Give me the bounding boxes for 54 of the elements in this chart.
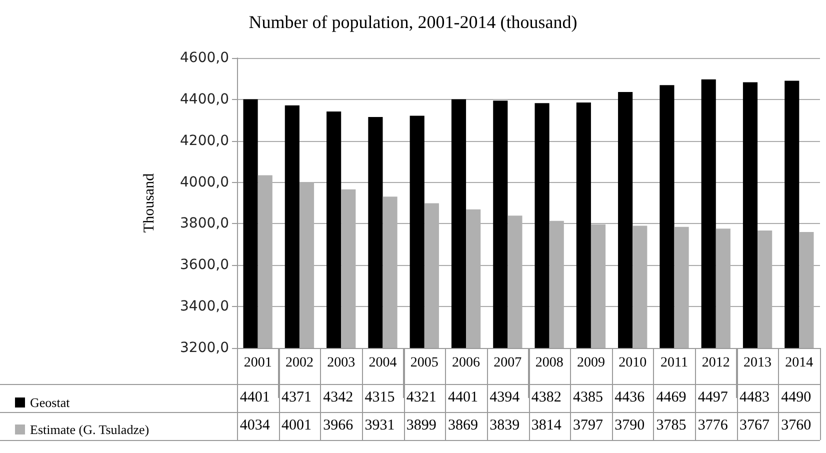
legend-label: Geostat <box>30 395 70 410</box>
data-label: 3776 <box>698 418 728 434</box>
data-label: 3767 <box>740 418 770 434</box>
data-label: 3785 <box>656 418 686 434</box>
data-label: 3797 <box>572 418 604 434</box>
data-label: 3760 <box>781 418 812 434</box>
x-tick-label: 2010 <box>618 356 647 370</box>
y-tick-label: 3200,0 <box>180 340 229 356</box>
x-tick-label: 2001 <box>244 356 272 370</box>
y-tick-label: 4400,0 <box>180 91 229 108</box>
x-tick-label: 2004 <box>368 356 397 370</box>
data-label: 4401 <box>448 390 478 406</box>
data-label: 4034 <box>240 418 270 434</box>
data-label: 4385 <box>572 390 603 406</box>
data-label: 4382 <box>531 390 562 406</box>
data-label: 4321 <box>406 390 436 406</box>
x-tick-label: 2008 <box>535 356 564 370</box>
x-tick-label: 2012 <box>702 356 730 370</box>
data-label: 4469 <box>656 390 686 406</box>
data-label: 4436 <box>614 390 646 406</box>
y-tick-label: 4200,0 <box>180 132 229 149</box>
y-tick-label: 3800,0 <box>180 216 229 232</box>
chart-title: Number of population, 2001-2014 (thousand) <box>248 12 578 32</box>
y-tick-label: 3600,0 <box>180 257 229 274</box>
data-label: 4394 <box>490 390 520 406</box>
data-label: 4497 <box>698 390 728 406</box>
x-tick-label: 2013 <box>744 356 772 370</box>
x-tick-label: 2006 <box>452 356 480 370</box>
x-tick-label: 2007 <box>494 356 522 370</box>
data-label: 3814 <box>531 418 562 434</box>
x-tick-label: 2011 <box>660 356 688 370</box>
x-tick-label: 2005 <box>410 356 438 370</box>
y-tick-label: 4600,0 <box>180 50 229 66</box>
data-label: 4342 <box>323 390 354 406</box>
y-tick-label: 3400,0 <box>180 298 229 315</box>
y-tick-label: 4000,0 <box>180 174 229 190</box>
data-label: 3839 <box>490 418 520 434</box>
data-label: 3931 <box>364 418 395 434</box>
data-label: 3899 <box>406 418 436 434</box>
data-label: 4490 <box>781 390 812 406</box>
x-tick-label: 2003 <box>327 356 356 370</box>
data-label: 4401 <box>240 390 270 406</box>
data-label: 3869 <box>448 418 478 434</box>
x-tick-label: 2014 <box>785 356 814 370</box>
data-label: 4483 <box>740 390 770 406</box>
data-label: 4371 <box>281 390 312 406</box>
x-tick-label: 2009 <box>576 356 605 370</box>
y-axis-title: Thousand <box>142 172 158 233</box>
data-label: 3966 <box>323 418 354 434</box>
data-label: 4001 <box>281 418 312 434</box>
data-label: 3790 <box>614 418 645 434</box>
x-tick-label: 2002 <box>285 356 314 370</box>
data-label: 4315 <box>364 390 395 406</box>
legend-label: Estimate (G. Tsuladze) <box>30 422 150 437</box>
